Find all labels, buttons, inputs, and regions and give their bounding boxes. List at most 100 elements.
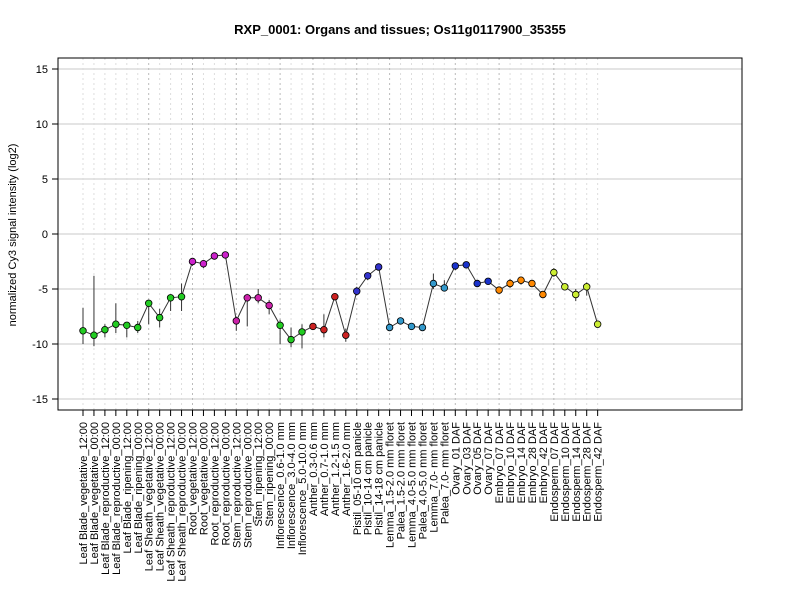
data-point: [583, 283, 591, 291]
x-tick-label: Endosperm_14 DAF: [571, 422, 583, 522]
data-point: [506, 279, 514, 288]
data-point: [331, 293, 339, 301]
y-axis-label: normalized Cy3 signal intensity (log2): [7, 144, 19, 327]
x-tick-label: Palea_4.0-5.0 mm floret: [417, 422, 429, 539]
x-tick-label: Endosperm_07 DAF: [549, 422, 561, 522]
series-polyline: [82, 254, 599, 341]
data-point: [364, 272, 372, 280]
data-point: [593, 320, 602, 328]
data-point: [320, 326, 328, 334]
data-point: [517, 276, 525, 284]
data-point: [243, 294, 251, 302]
grid-lines: [58, 68, 742, 400]
error-bars: [82, 251, 599, 349]
data-point: [221, 251, 230, 259]
x-tick-label: Leaf Blade_vegetative_00:00: [89, 422, 101, 565]
x-tick-label: Embryo_28 DAF: [527, 422, 539, 504]
data-point: [309, 322, 317, 331]
x-tick-label: Leaf Blade_reproductive_00:00: [111, 422, 123, 575]
x-tick-label: Ovary_01 DAF: [450, 422, 462, 495]
data-point: [79, 327, 87, 335]
x-tick-label: Pistil_10-14 cm panicle: [363, 422, 375, 535]
x-tick-label: Stem_reproductive_00:00: [242, 422, 254, 548]
data-point: [123, 321, 131, 329]
x-tick-label: Leaf Blade_vegetative_12:00: [78, 422, 90, 565]
y-tick-label: -10: [32, 339, 48, 351]
y-axis: -15 -10 -5 0 5 10 15: [32, 64, 58, 406]
data-point: [495, 286, 503, 294]
data-point: [265, 301, 273, 310]
x-tick-label: Ovary_05 DAF: [472, 422, 484, 495]
x-tick-label: Leaf Sheath_vegetative_00:00: [155, 422, 167, 571]
data-point: [374, 263, 383, 271]
x-tick-label: Ovary_03 DAF: [461, 422, 473, 495]
x-tick-label: Pistil_05-10 cm panicle: [352, 422, 364, 535]
x-tick-label: Lemma_7.0- mm floret: [428, 422, 440, 533]
y-tick-label: -5: [38, 284, 48, 296]
series-line: [82, 254, 599, 341]
x-tick-label: Leaf Sheath_vegetative_12:00: [144, 422, 156, 571]
data-point: [473, 279, 481, 288]
y-tick-label: 15: [36, 64, 48, 76]
data-point: [134, 323, 142, 332]
x-tick-label: Root_vegetative_12:00: [188, 422, 200, 535]
x-tick-label: Endosperm_42 DAF: [593, 422, 605, 522]
data-point: [188, 257, 197, 266]
y-tick-label: 0: [42, 229, 48, 241]
data-point: [254, 294, 262, 302]
x-tick-label: Root_vegetative_00:00: [198, 422, 210, 535]
x-tick-label: Ovary_07 DAF: [483, 422, 495, 495]
data-point: [539, 290, 547, 299]
data-point: [144, 299, 153, 307]
x-tick-label: Leaf Sheath_reproductive_12:00: [166, 422, 178, 582]
x-tick-label: Embryo_14 DAF: [516, 422, 528, 504]
data-point: [550, 268, 558, 277]
data-point: [166, 294, 175, 302]
x-tick-label: Anther_1.6-2.0 mm: [341, 422, 353, 516]
x-tick-label: Stem_ripening_00:00: [264, 422, 276, 527]
data-point: [232, 317, 240, 325]
data-point: [112, 320, 120, 328]
x-tick-label: Stem_ripening_12:00: [253, 422, 265, 527]
group-separators: [82, 58, 599, 410]
data-point: [572, 290, 580, 299]
data-point: [155, 313, 164, 322]
data-point: [199, 260, 208, 268]
x-tick-label: Inflorescence_5.0-10.0 mm: [297, 422, 309, 555]
x-tick-label: Pistil_14-18 cm panicle: [374, 422, 386, 535]
data-point: [342, 331, 350, 339]
y-tick-label: 10: [36, 119, 48, 131]
data-point: [528, 279, 536, 288]
x-tick-label: Leaf Blade_ripening_12:00: [122, 422, 134, 554]
data-point: [101, 326, 109, 334]
x-tick-label: Lemma_4.0-5.0 mm floret: [407, 422, 419, 548]
data-point: [287, 335, 295, 344]
x-tick-label: Root_reproductive_00:00: [220, 422, 232, 546]
data-point: [561, 283, 569, 291]
data-point: [276, 321, 284, 329]
x-tick-label: Anther_0.3-0.6 mm: [308, 422, 320, 516]
x-tick-label: Stem_reproductive_12:00: [231, 422, 243, 548]
data-point: [440, 284, 449, 292]
x-tick-label: Embryo_07 DAF: [494, 422, 506, 504]
x-tick-label: Leaf Sheath_reproductive_00:00: [177, 422, 189, 582]
data-point: [462, 261, 470, 269]
x-tick-label: Inflorescence_3.0-4.0 mm: [286, 422, 298, 549]
y-tick-label: 5: [42, 174, 48, 186]
x-tick-label: Lemma_1.5-2.0 mm floret: [385, 422, 397, 548]
data-point: [210, 252, 219, 260]
x-tick-label: Palea_1.5-2.0 mm floret: [396, 422, 408, 539]
x-tick-label: Palea_7.0- mm floret: [439, 422, 451, 524]
x-tick-label: Endosperm_28 DAF: [582, 422, 594, 522]
x-tick-label: Embryo_42 DAF: [538, 422, 550, 504]
data-point: [429, 279, 438, 288]
data-points: [79, 251, 602, 344]
data-point: [298, 328, 306, 336]
x-tick-label: Root_reproductive_12:00: [209, 422, 221, 546]
data-point: [90, 331, 98, 339]
x-tick-label: Embryo_10 DAF: [505, 422, 517, 504]
data-point: [418, 323, 427, 332]
data-point: [177, 293, 186, 301]
